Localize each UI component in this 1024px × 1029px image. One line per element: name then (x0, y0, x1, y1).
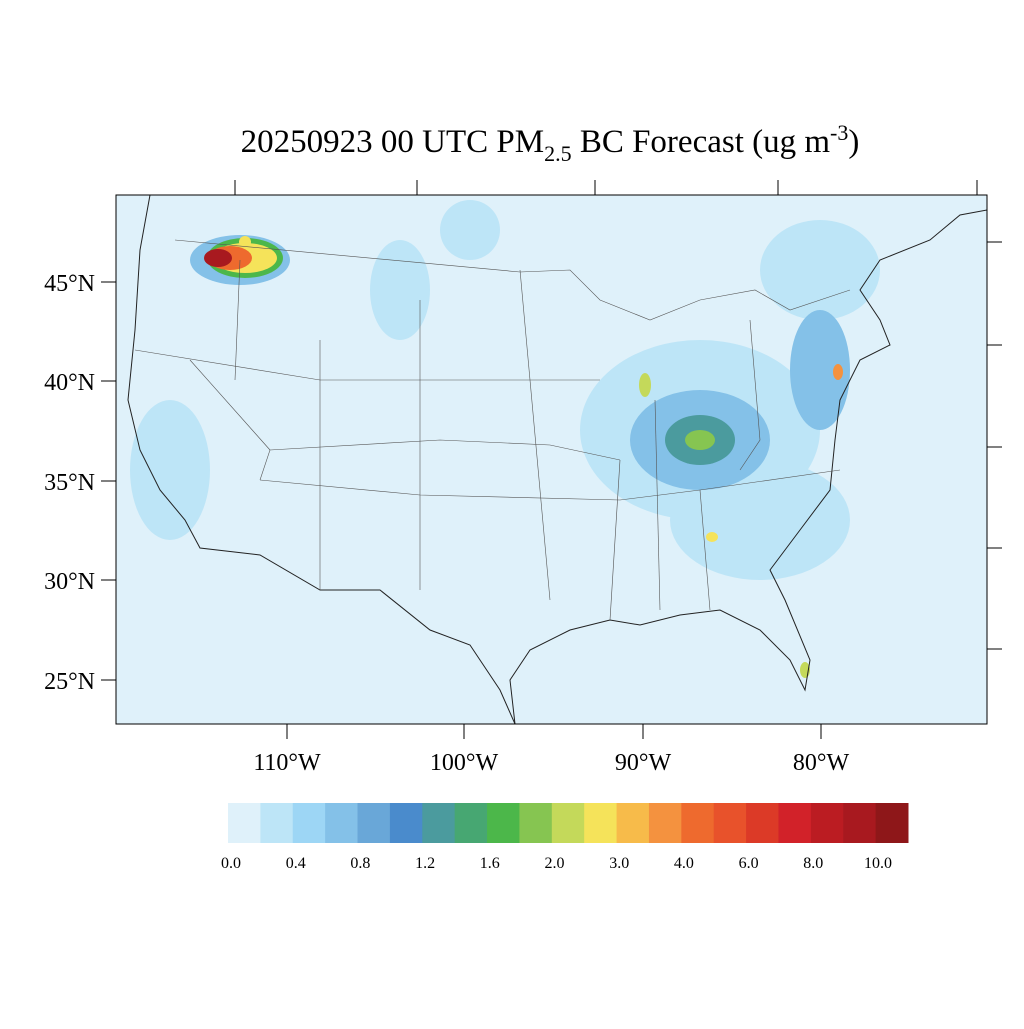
colorbar-box (325, 803, 359, 843)
colorbar-label: 6.0 (739, 855, 759, 872)
colorbar-box (648, 803, 682, 843)
coastlines (127, 195, 987, 724)
colorbar-box (551, 803, 585, 843)
concentration-field (130, 200, 880, 678)
colorbar-box (487, 803, 520, 843)
colorbar-box (389, 803, 423, 843)
colorbar-box (228, 803, 261, 843)
colorbar-box (422, 803, 456, 843)
colorbar-box (875, 803, 909, 843)
longitude-label: 80°W (793, 750, 850, 776)
colorbar-box (713, 803, 747, 843)
colorbar-box (519, 803, 553, 843)
title-text: 20250923 00 UTC PM (241, 124, 544, 160)
latitude-label: 35°N (44, 470, 95, 496)
title-text: BC Forecast (ug m (572, 124, 831, 160)
colorbar-label: 0.4 (286, 855, 306, 872)
colorbar-box (260, 803, 294, 843)
longitude-label: 110°W (253, 750, 321, 776)
longitude-label: 90°W (615, 750, 672, 776)
title-subscript: 2.5 (544, 141, 572, 166)
map (116, 195, 987, 724)
latitude-label: 40°N (44, 370, 95, 396)
colorbar-box (584, 803, 618, 843)
colorbar-box (616, 803, 650, 843)
title-text: ) (848, 124, 859, 160)
colorbar-box (681, 803, 715, 843)
colorbar-box (746, 803, 779, 843)
title: 20250923 00 UTC PM2.5 BC Forecast (ug m-… (241, 120, 860, 166)
colorbar-label: 1.6 (480, 855, 500, 872)
colorbar-label: 0.0 (221, 855, 241, 872)
colorbar-box (810, 803, 844, 843)
latitude-label: 30°N (44, 569, 95, 595)
longitude-label: 100°W (430, 750, 499, 776)
colorbar-box (357, 803, 391, 843)
colorbar-box (843, 803, 877, 843)
colorbar-label: 10.0 (864, 855, 892, 872)
frame-ticks (101, 180, 1002, 739)
colorbar-box (292, 803, 326, 843)
latitude-label: 45°N (44, 271, 95, 297)
colorbar-label: 8.0 (803, 855, 823, 872)
state-borders (134, 239, 851, 621)
map-frame (115, 194, 988, 725)
latitude-label: 25°N (44, 669, 95, 695)
colorbar-box (454, 803, 488, 843)
colorbar-label: 0.8 (350, 855, 370, 872)
colorbar-label: 3.0 (609, 855, 629, 872)
colorbar-box (778, 803, 812, 843)
title-superscript: -3 (830, 120, 848, 145)
colorbar-label: 2.0 (545, 855, 565, 872)
colorbar-label: 4.0 (674, 855, 694, 872)
colorbar-label: 1.2 (415, 855, 435, 872)
